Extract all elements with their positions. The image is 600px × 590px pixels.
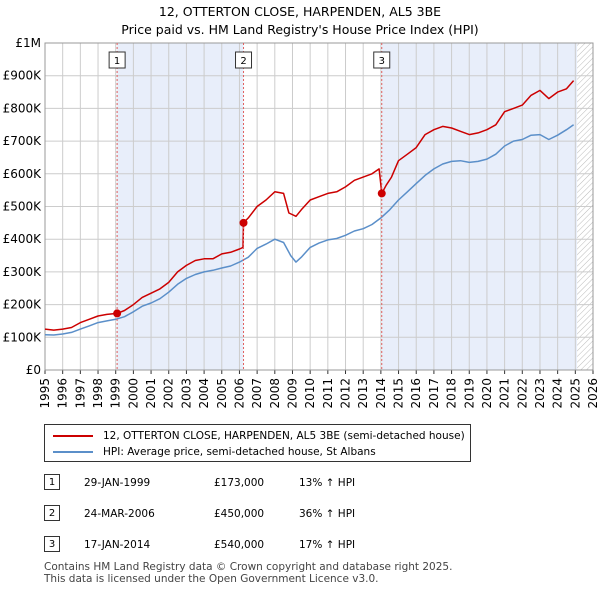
x-tick-label: 2008 <box>268 378 282 409</box>
legend-item-property: 12, OTTERTON CLOSE, HARPENDEN, AL5 3BE (… <box>53 428 465 444</box>
chart-title: 12, OTTERTON CLOSE, HARPENDEN, AL5 3BE <box>158 4 442 19</box>
y-tick-label: £1M <box>15 36 41 50</box>
sale-number-box <box>108 51 126 69</box>
x-tick-label: 2014 <box>374 378 388 409</box>
x-tick-label: 1999 <box>109 378 123 409</box>
x-tick-label: 2015 <box>392 378 406 409</box>
y-tick-label: £200K <box>3 298 43 312</box>
sale-date: 17-JAN-2014 <box>84 539 151 551</box>
property-price-line <box>44 80 575 331</box>
legend-label-property: 12, OTTERTON CLOSE, HARPENDEN, AL5 3BE (… <box>103 430 465 442</box>
x-tick-label: 2025 <box>568 378 582 409</box>
x-tick-label: 2001 <box>144 378 158 409</box>
x-tick-label: 2013 <box>356 378 370 409</box>
x-tick-label: 2011 <box>321 378 335 409</box>
y-tick-label: £600K <box>3 167 43 181</box>
chart-subtitle: Price paid vs. HM Land Registry's House … <box>121 22 479 37</box>
sale-hpi-change: 13% ↑ HPI <box>299 477 356 489</box>
x-tick-label: 2026 <box>586 378 600 409</box>
sale-price: £450,000 <box>214 508 265 520</box>
sale-price: £173,000 <box>214 477 265 489</box>
x-tick-label: 1997 <box>73 378 87 409</box>
x-tick-label: 2012 <box>339 378 353 409</box>
y-tick-label: £0 <box>26 363 41 377</box>
price-chart: £0 £100K £200K £300K £400K £500K £600K £700K £80… <box>3 36 600 409</box>
legend-item-hpi: HPI: Average price, semi-detached house,… <box>53 444 376 460</box>
footer-copyright: Contains HM Land Registry data © Crown c… <box>44 561 453 573</box>
x-tick-label: 2021 <box>498 378 512 409</box>
sale-number-label: 1 <box>114 56 120 67</box>
x-tick-label: 2002 <box>162 378 176 409</box>
x-tick-label: 2010 <box>303 378 317 409</box>
plot-frame <box>44 42 594 371</box>
x-tick-label: 1996 <box>56 378 70 409</box>
y-tick-label: £900K <box>3 69 43 83</box>
sale-date: 24-MAR-2006 <box>84 508 155 520</box>
x-tick-label: 2000 <box>126 378 140 409</box>
sale-badge: 1 <box>44 474 60 490</box>
x-tick-label: 2020 <box>480 378 494 409</box>
sale-number-box <box>373 51 391 69</box>
x-tick-label: 2007 <box>250 378 264 409</box>
legend: 12, OTTERTON CLOSE, HARPENDEN, AL5 3BE (… <box>44 424 471 462</box>
sale-number-label: 2 <box>240 56 246 67</box>
x-tick-label: 2004 <box>197 378 211 409</box>
sale-point <box>113 309 122 318</box>
y-tick-label: £800K <box>3 101 43 115</box>
sale-number-box <box>235 51 253 69</box>
x-tick-label: 2019 <box>462 378 476 409</box>
sale-hpi-change: 36% ↑ HPI <box>299 508 356 520</box>
y-tick-label: £700K <box>3 134 43 148</box>
x-tick-label: 2016 <box>409 378 423 409</box>
y-tick-label: £300K <box>3 265 43 279</box>
sale-date: 29-JAN-1999 <box>84 477 151 489</box>
sale-point <box>377 189 386 198</box>
legend-swatch-hpi <box>53 451 93 453</box>
sale-hpi-change: 17% ↑ HPI <box>299 539 356 551</box>
x-tick-label: 2017 <box>427 378 441 409</box>
sale-number-label: 3 <box>379 56 385 67</box>
x-tick-label: 1998 <box>91 378 105 409</box>
sale-point <box>239 218 248 227</box>
y-tick-label: £100K <box>3 330 43 344</box>
x-tick-label: 2018 <box>445 378 459 409</box>
legend-swatch-property <box>53 435 93 437</box>
x-tick-label: 2005 <box>215 378 229 409</box>
sale-badge: 3 <box>44 536 60 552</box>
footer-licence: This data is licensed under the Open Gov… <box>44 573 379 585</box>
x-tick-label: 2023 <box>533 378 547 409</box>
x-tick-label: 1995 <box>38 378 52 409</box>
x-tick-label: 2006 <box>232 378 246 409</box>
x-tick-label: 2022 <box>515 378 529 409</box>
y-tick-label: £500K <box>3 200 43 214</box>
sale-price: £540,000 <box>214 539 265 551</box>
x-tick-label: 2003 <box>179 378 193 409</box>
sale-badge: 2 <box>44 505 60 521</box>
x-tick-label: 2009 <box>285 378 299 409</box>
hpi-line <box>44 124 575 336</box>
x-tick-label: 2024 <box>551 378 565 409</box>
y-tick-label: £400K <box>3 232 43 246</box>
legend-label-hpi: HPI: Average price, semi-detached house,… <box>103 446 376 458</box>
